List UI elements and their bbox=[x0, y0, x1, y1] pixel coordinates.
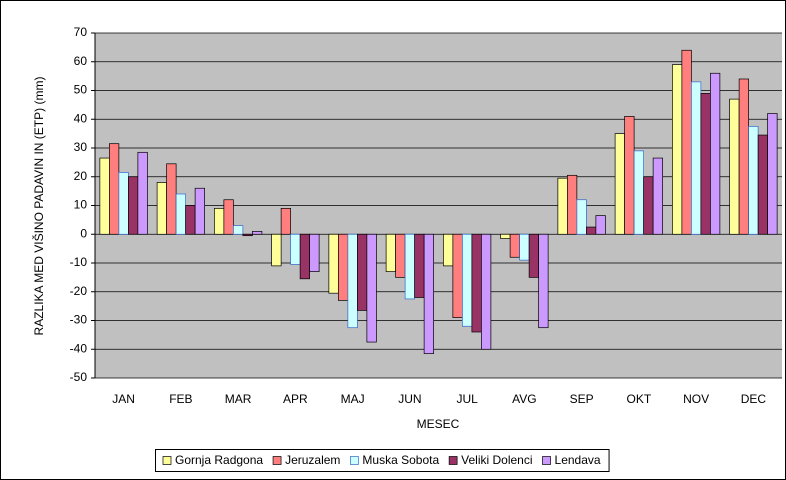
bar bbox=[175, 193, 186, 235]
bar bbox=[357, 233, 368, 311]
legend-label: Jeruzalem bbox=[285, 453, 340, 467]
y-tick-label: 0 bbox=[80, 226, 87, 240]
bar bbox=[309, 233, 320, 272]
bar bbox=[347, 233, 358, 329]
bar bbox=[672, 64, 683, 235]
bar bbox=[700, 93, 711, 235]
x-tick-label: JAN bbox=[112, 392, 135, 406]
bar bbox=[395, 233, 406, 278]
legend-swatch bbox=[272, 456, 282, 465]
legend-label: Gornja Radgona bbox=[175, 453, 263, 467]
bar bbox=[519, 233, 530, 261]
bar bbox=[252, 231, 263, 235]
bar bbox=[462, 233, 473, 327]
x-tick-label: JUN bbox=[398, 392, 421, 406]
bar bbox=[757, 134, 768, 235]
y-tick-label: 60 bbox=[74, 54, 88, 68]
bar bbox=[242, 233, 253, 237]
bar bbox=[328, 233, 339, 294]
bar bbox=[633, 150, 644, 235]
x-tick-label: FEB bbox=[169, 392, 192, 406]
bar bbox=[471, 233, 482, 333]
x-tick-label: JUL bbox=[456, 392, 478, 406]
x-tick-label: SEP bbox=[570, 392, 594, 406]
bar bbox=[299, 233, 310, 280]
x-tick-label: OKT bbox=[627, 392, 652, 406]
y-tick-label: 40 bbox=[74, 111, 88, 125]
bar bbox=[271, 233, 282, 267]
bar bbox=[404, 233, 415, 300]
legend-swatch bbox=[350, 456, 359, 465]
bar bbox=[509, 233, 520, 258]
bar bbox=[557, 177, 568, 235]
legend-swatch bbox=[448, 456, 458, 465]
bar bbox=[738, 78, 749, 235]
legend-swatch bbox=[162, 456, 172, 465]
bar bbox=[185, 205, 196, 235]
bar bbox=[681, 49, 692, 235]
legend-swatch bbox=[542, 456, 551, 465]
x-tick-label: APR bbox=[283, 392, 308, 406]
bar bbox=[414, 233, 425, 298]
bar bbox=[194, 187, 205, 235]
bar bbox=[576, 199, 587, 235]
bar bbox=[710, 72, 721, 235]
bar bbox=[528, 233, 539, 278]
bar bbox=[595, 215, 606, 235]
bar bbox=[128, 176, 139, 235]
y-tick-label: -30 bbox=[70, 313, 88, 327]
bar bbox=[443, 233, 454, 267]
x-tick-label: NOV bbox=[683, 392, 709, 406]
bar bbox=[624, 116, 635, 235]
y-tick-label: 20 bbox=[74, 169, 88, 183]
x-tick-label: MAR bbox=[225, 392, 252, 406]
bar bbox=[118, 172, 129, 235]
y-axis-label: RAZLIKA MED VIŠINO PADAVIN IN (ETP) (mm) bbox=[31, 77, 46, 336]
bar bbox=[748, 126, 759, 235]
bar bbox=[481, 233, 492, 350]
bar bbox=[385, 233, 396, 272]
bar bbox=[214, 208, 225, 235]
y-tick-label: 10 bbox=[74, 198, 88, 212]
bar bbox=[166, 163, 177, 235]
y-tick-label: 70 bbox=[74, 25, 88, 39]
bar bbox=[691, 81, 702, 235]
legend-label: Veliki Dolenci bbox=[461, 453, 532, 467]
bar bbox=[99, 157, 110, 235]
x-tick-label: MAJ bbox=[341, 392, 365, 406]
bar bbox=[280, 208, 291, 235]
x-tick-label: DEC bbox=[741, 392, 767, 406]
y-tick-label: -50 bbox=[70, 370, 88, 384]
y-tick-label: -40 bbox=[70, 341, 88, 355]
bar bbox=[423, 233, 434, 354]
bar bbox=[567, 174, 578, 235]
bar bbox=[643, 176, 654, 235]
y-tick-label: 30 bbox=[74, 140, 88, 154]
bar bbox=[223, 199, 234, 235]
bar bbox=[290, 233, 301, 265]
bar bbox=[767, 113, 778, 235]
bar bbox=[233, 225, 244, 235]
bar bbox=[652, 157, 663, 235]
legend-label: Muska Sobota bbox=[362, 453, 439, 467]
bar bbox=[366, 233, 377, 343]
bar bbox=[156, 182, 167, 235]
bar bbox=[137, 151, 148, 235]
y-tick-label: -10 bbox=[70, 255, 88, 269]
bar bbox=[729, 98, 740, 235]
bar bbox=[109, 143, 120, 235]
x-tick-label: AVG bbox=[512, 392, 536, 406]
y-tick-label: -20 bbox=[70, 284, 88, 298]
bar bbox=[500, 233, 511, 239]
y-tick-label: 50 bbox=[74, 83, 88, 97]
bar bbox=[614, 133, 625, 235]
legend bbox=[155, 449, 610, 472]
bar bbox=[338, 233, 349, 301]
bar bbox=[452, 233, 463, 318]
legend-label: Lendava bbox=[555, 453, 601, 467]
bar bbox=[586, 226, 597, 235]
x-axis-label: MESEC bbox=[417, 417, 460, 431]
bar bbox=[538, 233, 549, 329]
